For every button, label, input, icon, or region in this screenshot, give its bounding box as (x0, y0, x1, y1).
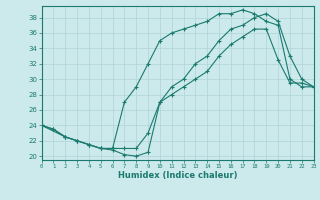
X-axis label: Humidex (Indice chaleur): Humidex (Indice chaleur) (118, 171, 237, 180)
